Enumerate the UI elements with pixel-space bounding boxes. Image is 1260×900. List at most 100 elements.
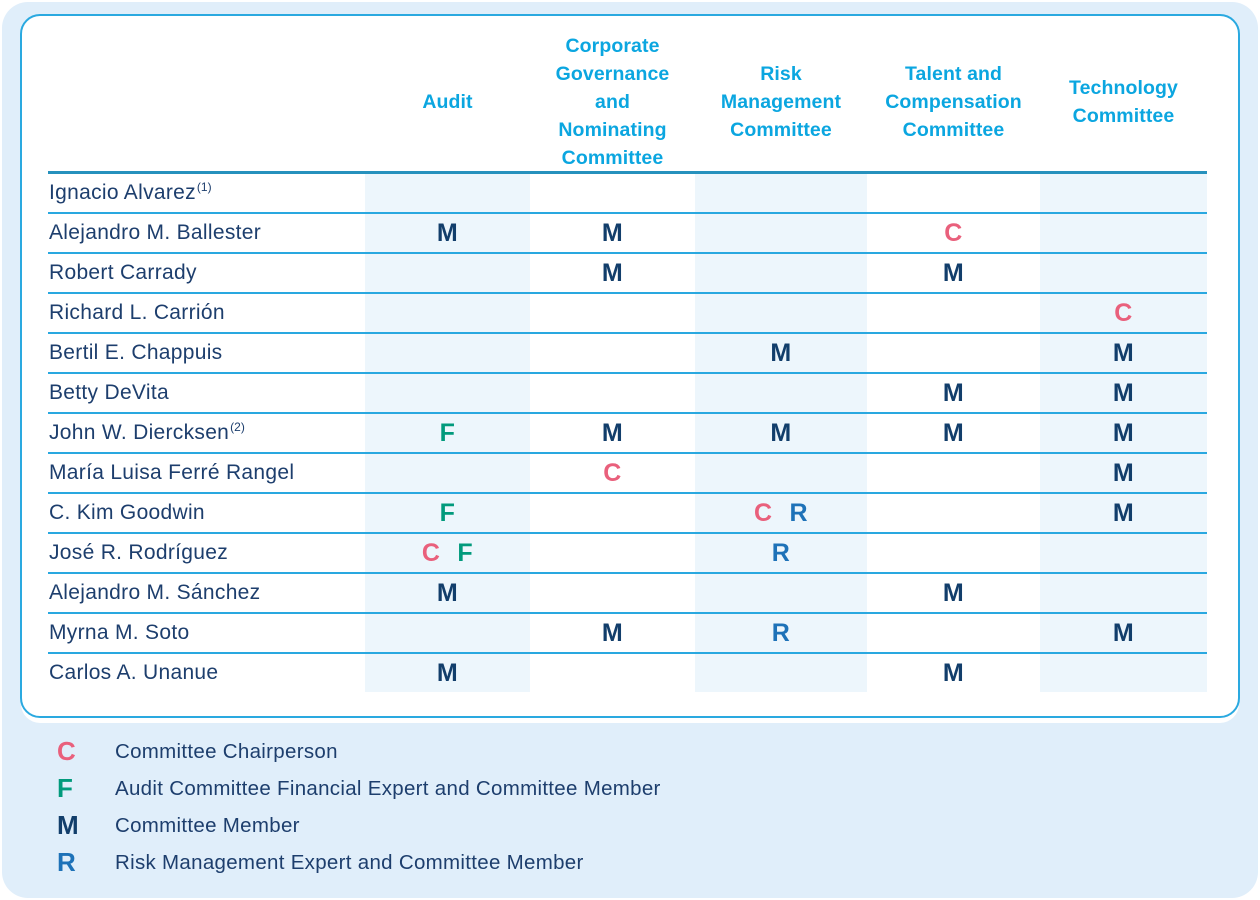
committee-cell-audit: M [365,654,530,692]
committee-cell-risk [695,654,867,692]
committee-cell-technology [1040,254,1207,292]
table-row: Robert Carrady M M [48,254,1207,294]
committee-cell-risk: R [695,534,867,572]
marker-M: M [601,258,624,287]
committee-cell-governance [530,534,695,572]
marker-M: M [601,218,624,247]
marker-C: C [1114,298,1133,327]
committee-cell-talent [867,494,1040,532]
legend-key-R: R [57,847,76,877]
committee-cell-governance: M [530,254,695,292]
committee-cell-governance [530,294,695,332]
table-row: John W. Diercksen (2) F M M M M [48,414,1207,454]
committee-cell-governance: C [530,454,695,492]
committee-cell-technology: C [1040,294,1207,332]
table-row: Ignacio Alvarez (1) [48,174,1207,214]
director-name: C. Kim Goodwin [49,501,205,524]
marker-R: R [789,498,809,527]
committee-cell-governance: M [530,214,695,252]
marker-R: R [771,618,791,647]
committee-cell-audit: F [365,414,530,452]
marker-M: M [436,218,459,247]
director-name: Alejandro M. Ballester [49,221,262,244]
committee-cell-governance: M [530,614,695,652]
marker-M: M [601,618,624,647]
committee-cell-technology [1040,654,1207,692]
committee-cell-audit: M [365,214,530,252]
committee-cell-talent [867,294,1040,332]
column-header-audit: Audit [422,91,473,113]
legend-label: Committee Chairperson [115,739,338,763]
committee-cell-audit [365,294,530,332]
column-header-governance: Corporate Governance and Nominating Comm… [555,35,670,169]
committee-cell-talent [867,174,1040,212]
committee-cell-technology: M [1040,614,1207,652]
marker-M: M [1112,338,1135,367]
director-name: Richard L. Carrión [49,301,225,324]
footnote-marker: (2) [230,420,245,434]
committee-cell-talent: M [867,654,1040,692]
committee-cell-talent [867,534,1040,572]
director-name: Myrna M. Soto [49,621,190,644]
committee-cell-governance [530,334,695,372]
legend: C Committee Chairperson F Audit Committee F… [57,733,661,881]
committee-cell-audit [365,454,530,492]
table-row: Alejandro M. Ballester M M C [48,214,1207,254]
committee-cell-technology: M [1040,454,1207,492]
table-row: Carlos A. Unanue M M [48,654,1207,692]
committee-cell-technology: M [1040,414,1207,452]
legend-key-F: F [57,773,73,803]
committee-cell-talent: M [867,374,1040,412]
committee-cell-talent: M [867,254,1040,292]
footnote-marker: (1) [196,180,212,194]
committee-cell-risk: M [695,414,867,452]
committee-cell-technology: M [1040,374,1207,412]
committee-cell-talent [867,454,1040,492]
committee-cell-risk [695,454,867,492]
director-name: María Luisa Ferré Rangel [49,461,295,484]
legend-item: M Committee Member [57,807,661,844]
marker-M: M [1112,498,1135,527]
legend-item: F Audit Committee Financial Expert and Co… [57,770,661,807]
committee-cell-risk: M [695,334,867,372]
committee-cell-audit [365,334,530,372]
table-body: Ignacio Alvarez (1) Alejandro M. Ballester… [48,174,1207,692]
director-name: Bertil E. Chappuis [49,341,223,364]
committee-cell-risk [695,374,867,412]
column-header-risk: Risk Management Committee [720,63,842,141]
marker-C: C [753,498,773,527]
committee-cell-talent [867,334,1040,372]
committee-cell-audit [365,174,530,212]
director-name: Alejandro M. Sánchez [49,581,261,604]
column-header-talent: Talent and Compensation Committee [885,63,1022,141]
committee-cell-audit [365,614,530,652]
marker-M: M [1112,458,1135,487]
committee-cell-technology: M [1040,494,1207,532]
committee-cell-governance [530,654,695,692]
committee-cell-governance [530,574,695,612]
marker-C: C [603,458,622,487]
committee-cell-technology [1040,214,1207,252]
committee-cell-governance: M [530,414,695,452]
table-row: María Luisa Ferré Rangel C M [48,454,1207,494]
marker-M: M [436,658,459,687]
committee-cell-governance [530,494,695,532]
committee-cell-risk [695,214,867,252]
marker-M: M [1112,378,1135,407]
marker-M: M [1112,418,1135,447]
legend-key-C: C [57,736,76,766]
marker-M: M [942,578,965,607]
table-row: Bertil E. Chappuis M M [48,334,1207,374]
committee-membership-table: Audit Corporate Governance and Nominatin… [48,16,1207,692]
committee-cell-technology [1040,574,1207,612]
table-row: Alejandro M. Sánchez M M [48,574,1207,614]
committee-cell-talent: M [867,574,1040,612]
legend-label: Audit Committee Financial Expert and Com… [115,776,661,800]
table-row: Betty DeVita M M [48,374,1207,414]
committee-membership-card: Audit Corporate Governance and Nominatin… [20,14,1240,718]
legend-key-M: M [57,810,79,840]
committee-cell-talent: M [867,414,1040,452]
marker-M: M [601,418,624,447]
